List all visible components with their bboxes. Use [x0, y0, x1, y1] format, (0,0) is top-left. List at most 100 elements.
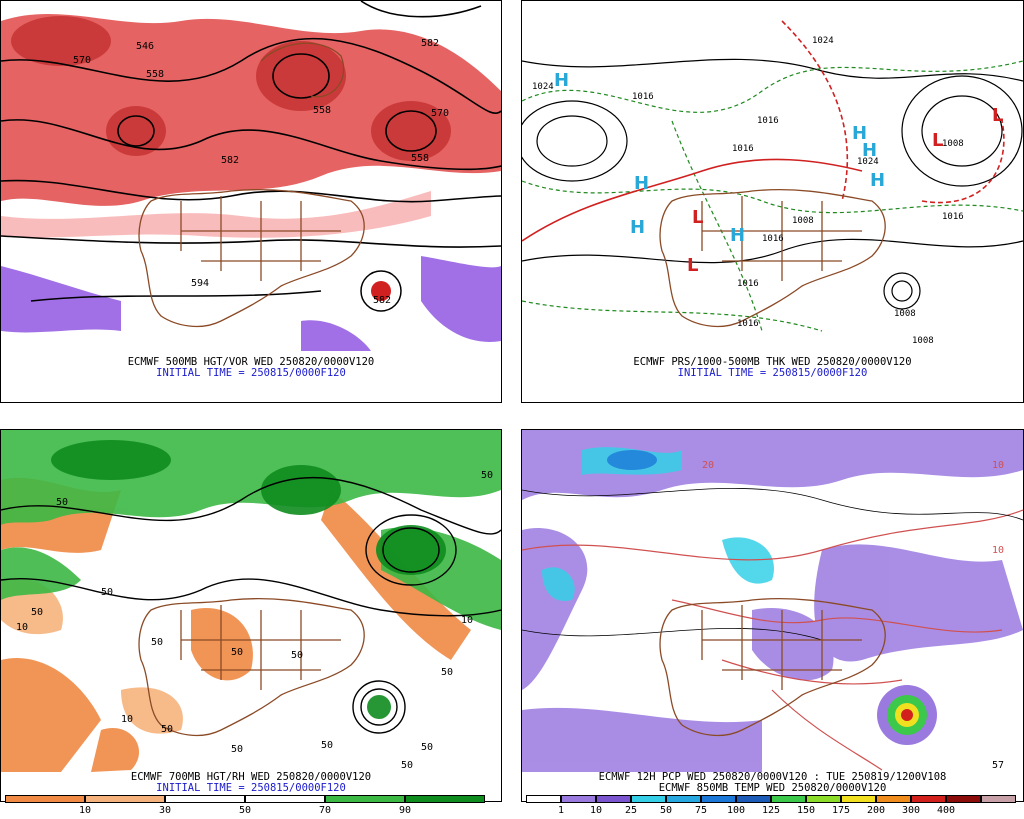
- precip-colorbar-segment: [806, 795, 841, 803]
- precip-tick: 10: [589, 805, 603, 816]
- isobar-label: 1024: [532, 82, 554, 92]
- rh-label: 50: [56, 497, 68, 508]
- precip-tick: 25: [624, 805, 638, 816]
- low-pressure-center: L: [992, 105, 1003, 126]
- isobar-label: 1024: [857, 157, 879, 167]
- isobar-label: 1016: [942, 212, 964, 222]
- low-pressure-center: L: [692, 207, 703, 228]
- rh-label: 10: [16, 622, 28, 633]
- precip-colorbar-segment: [981, 795, 1016, 803]
- temp-label: 10: [992, 460, 1004, 471]
- contour-label: 546: [136, 41, 154, 52]
- panel-title: ECMWF PRS/1000-500MB THK WED 250820/0000…: [633, 356, 912, 368]
- isobar-label: 1016: [737, 279, 759, 289]
- panel-prs-thickness: H H H H H H H L L L L 1024 1016 1016 101…: [521, 0, 1024, 403]
- precip-colorbar-segment: [631, 795, 666, 803]
- contour-label: 570: [73, 55, 91, 66]
- rh-label: 50: [291, 650, 303, 661]
- rh-label: 50: [231, 744, 243, 755]
- high-pressure-center: H: [630, 217, 645, 238]
- initial-time: INITIAL TIME = 250815/0000F120: [156, 782, 346, 794]
- precip-colorbar-segment: [911, 795, 946, 803]
- precip-tick: 175: [831, 805, 851, 816]
- rh-colorbar-segment: [5, 795, 85, 803]
- isobar-label: 1008: [912, 336, 934, 346]
- precip-colorbar-segment: [736, 795, 771, 803]
- map-500mb-vorticity: 594 546 558 570 582 570 558 582 582 558: [1, 1, 501, 356]
- high-pressure-center: H: [862, 140, 877, 161]
- precip-colorbar-segment: [876, 795, 911, 803]
- rh-label: 10: [461, 615, 473, 626]
- panel-title: ECMWF 12H PCP WED 250820/0000V120 : TUE …: [598, 771, 947, 783]
- isobar-label: 1008: [942, 139, 964, 149]
- high-pressure-center: H: [554, 70, 569, 91]
- temp-label: 20: [702, 460, 714, 471]
- precip-tick: 1: [557, 805, 565, 816]
- panel-title: ECMWF 500MB HGT/VOR WED 250820/0000V120: [127, 356, 375, 368]
- panel-title: ECMWF 700MB HGT/RH WED 250820/0000V120: [130, 771, 372, 783]
- map-700mb-rh: 50 50 50 10 50 50 10 50 50 50 50 50 50 1…: [1, 430, 501, 772]
- temp-label: 57: [992, 760, 1004, 771]
- rh-label: 50: [161, 724, 173, 735]
- panel-precip-850temp: 10 20 10 57 ECMWF 12H PCP WED 250820/000…: [521, 429, 1024, 802]
- precip-tick: 400: [936, 805, 956, 816]
- high-pressure-center: H: [634, 173, 649, 194]
- contour-label: 558: [411, 153, 429, 164]
- precip-tick: 75: [694, 805, 708, 816]
- rh-label: 50: [321, 740, 333, 751]
- precip-colorbar-segment: [701, 795, 736, 803]
- precip-tick: 300: [901, 805, 921, 816]
- rh-colorbar-segment: [325, 795, 405, 803]
- contour-label: 582: [421, 38, 439, 49]
- rh-colorbar-segment: [245, 795, 325, 803]
- contour-label: 582: [373, 295, 391, 306]
- rh-label: 50: [401, 760, 413, 771]
- rh-label: 50: [231, 647, 243, 658]
- rh-tick: 30: [158, 805, 172, 816]
- rh-label: 50: [481, 470, 493, 481]
- high-pressure-center: H: [852, 123, 867, 144]
- isobar-label: 1016: [732, 144, 754, 154]
- contour-label: 558: [146, 69, 164, 80]
- rh-label: 10: [121, 714, 133, 725]
- precip-colorbar-segment: [666, 795, 701, 803]
- low-pressure-center: L: [687, 255, 698, 276]
- precip-tick: 150: [796, 805, 816, 816]
- rh-tick: 50: [238, 805, 252, 816]
- rh-label: 50: [31, 607, 43, 618]
- panel-subtitle: ECMWF 850MB TEMP WED 250820/0000V120: [658, 782, 887, 794]
- rh-tick: 70: [318, 805, 332, 816]
- map-pressure-thickness: H H H H H H H L L L L 1024 1016 1016 101…: [522, 1, 1023, 356]
- isobar-label: 1016: [632, 92, 654, 102]
- initial-time: INITIAL TIME = 250815/0000F120: [677, 367, 868, 379]
- contour-label: 558: [313, 105, 331, 116]
- rh-colorbar-segment: [165, 795, 245, 803]
- precip-colorbar-segment: [561, 795, 596, 803]
- isobar-label: 1008: [792, 216, 814, 226]
- contour-label: 582: [221, 155, 239, 166]
- precip-colorbar-segment: [596, 795, 631, 803]
- precip-colorbar-segment: [841, 795, 876, 803]
- rh-tick: 90: [398, 805, 412, 816]
- rh-tick: 10: [78, 805, 92, 816]
- rh-colorbar: 10 30 50 70 90: [5, 795, 485, 817]
- precip-tick: 100: [726, 805, 746, 816]
- precip-colorbar-segment: [526, 795, 561, 803]
- isobar-label: 1016: [757, 116, 779, 126]
- isobar-label: 1016: [737, 319, 759, 329]
- isobar-label: 1016: [762, 234, 784, 244]
- low-pressure-center: L: [932, 130, 943, 151]
- rh-colorbar-segment: [85, 795, 165, 803]
- isobar-label: 1008: [894, 309, 916, 319]
- map-precip-850temp: 10 20 10 57: [522, 430, 1023, 772]
- rh-label: 50: [151, 637, 163, 648]
- precip-tick: 200: [866, 805, 886, 816]
- panel-500mb-hgt-vor: 594 546 558 570 582 570 558 582 582 558 …: [0, 0, 502, 403]
- high-pressure-center: H: [870, 170, 885, 191]
- high-pressure-center: H: [730, 225, 745, 246]
- precip-tick: 125: [761, 805, 781, 816]
- precip-colorbar-segment: [771, 795, 806, 803]
- temp-label: 10: [992, 545, 1004, 556]
- panel-700mb-hgt-rh: 50 50 50 10 50 50 10 50 50 50 50 50 50 1…: [0, 429, 502, 802]
- precip-colorbar-segment: [946, 795, 981, 803]
